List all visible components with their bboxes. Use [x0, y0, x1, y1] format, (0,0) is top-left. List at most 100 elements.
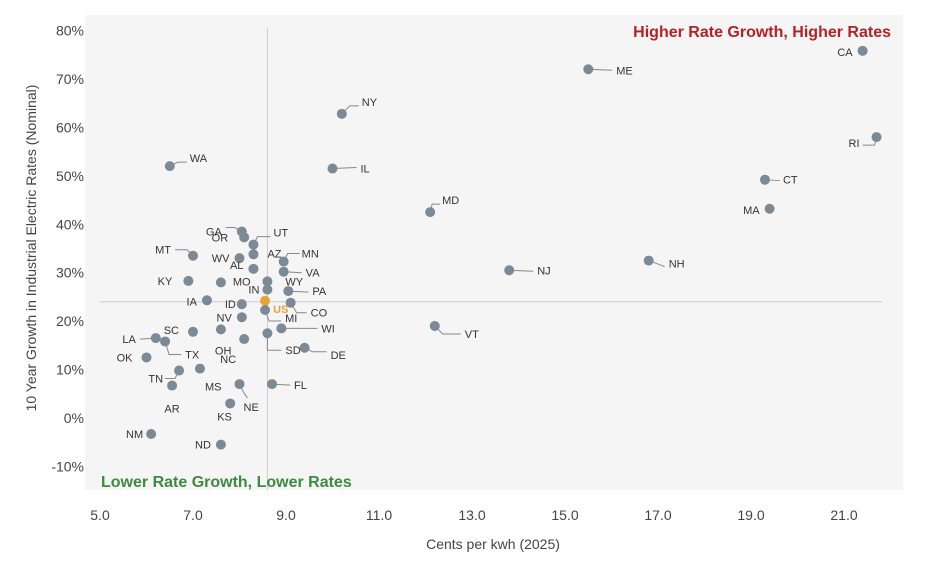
point-label-or: OR — [212, 232, 229, 244]
point-label-mi: MI — [285, 313, 297, 325]
point-label-la: LA — [122, 334, 136, 346]
point-label-mt: MT — [155, 245, 171, 257]
data-point-nj[interactable] — [504, 265, 515, 276]
y-tick-label: 40% — [56, 216, 84, 232]
data-point-sd[interactable] — [262, 328, 273, 339]
point-label-ma: MA — [743, 205, 760, 217]
point-label-in: IN — [248, 285, 259, 297]
data-point-ma[interactable] — [764, 203, 775, 214]
data-point-ut[interactable] — [248, 239, 259, 250]
point-label-nc: NC — [220, 354, 236, 366]
data-point-ks[interactable] — [225, 398, 236, 409]
point-label-nm: NM — [126, 429, 143, 441]
data-point-va[interactable] — [278, 266, 289, 277]
data-point-nv[interactable] — [236, 312, 247, 323]
point-label-ct: CT — [783, 175, 798, 187]
x-tick-label: 5.0 — [90, 507, 110, 523]
data-point-ar[interactable] — [167, 380, 178, 391]
point-label-fl: FL — [294, 380, 307, 392]
data-point-ia[interactable] — [201, 295, 212, 306]
data-point-nm[interactable] — [146, 428, 157, 439]
data-point-pa[interactable] — [283, 286, 294, 297]
data-point-tx[interactable] — [160, 336, 171, 347]
data-point-me[interactable] — [583, 64, 594, 75]
data-point-wv[interactable] — [234, 253, 245, 264]
point-label-ms: MS — [205, 382, 222, 394]
data-point-de[interactable] — [299, 342, 310, 353]
data-point-az[interactable] — [248, 249, 259, 260]
data-point-wa[interactable] — [164, 161, 175, 172]
data-point-ny[interactable] — [336, 108, 347, 119]
point-label-ut: UT — [273, 228, 288, 240]
data-point-il[interactable] — [327, 163, 338, 174]
data-point-fl[interactable] — [267, 379, 278, 390]
data-point-ca[interactable] — [857, 45, 868, 56]
leader-line-sd — [266, 333, 282, 351]
y-tick-label: 10% — [56, 362, 84, 378]
data-point-mo[interactable] — [215, 277, 226, 288]
data-point-mt[interactable] — [188, 250, 198, 261]
data-point-ky[interactable] — [183, 275, 194, 286]
point-label-va: VA — [306, 268, 321, 280]
point-label-ny: NY — [362, 97, 378, 109]
point-label-wa: WA — [190, 153, 208, 165]
data-point-nh[interactable] — [643, 255, 654, 266]
point-label-us: US — [273, 304, 288, 316]
data-point-oh[interactable] — [215, 324, 226, 335]
point-label-tn: TN — [148, 374, 163, 386]
data-point-ms[interactable] — [194, 363, 205, 374]
y-tick-label: 70% — [56, 71, 84, 87]
data-point-id[interactable] — [236, 299, 247, 310]
data-point-md[interactable] — [425, 207, 436, 218]
data-point-sc[interactable] — [188, 326, 198, 337]
data-point-mi[interactable] — [260, 304, 271, 315]
point-label-ga: GA — [206, 227, 223, 239]
point-label-az: AZ — [267, 248, 281, 260]
point-label-mn: MN — [302, 249, 319, 261]
data-point-mn[interactable] — [278, 256, 289, 267]
x-tick-label: 19.0 — [737, 507, 764, 523]
y-tick-label: 0% — [64, 410, 84, 426]
x-tick-label: 7.0 — [183, 507, 203, 523]
point-label-wy: WY — [285, 276, 303, 288]
data-point-tn[interactable] — [174, 365, 185, 376]
data-point-ct[interactable] — [759, 174, 770, 185]
data-point-wy[interactable] — [262, 276, 273, 287]
data-point-co[interactable] — [285, 297, 296, 308]
y-tick-label: 60% — [56, 119, 84, 135]
point-label-mo: MO — [233, 276, 251, 288]
point-label-nd: ND — [195, 440, 211, 452]
data-point-ne[interactable] — [234, 379, 245, 390]
point-label-me: ME — [616, 65, 633, 77]
data-point-vt[interactable] — [429, 320, 440, 331]
data-point-wi[interactable] — [276, 323, 287, 334]
point-label-wi: WI — [321, 323, 334, 335]
point-label-ca: CA — [837, 47, 853, 59]
point-label-il: IL — [361, 164, 370, 176]
x-tick-label: 9.0 — [276, 507, 296, 523]
quadrant-label-top-right: Higher Rate Growth, Higher Rates — [633, 24, 891, 41]
x-axis-title: Cents per kwh (2025) — [426, 536, 560, 552]
point-label-id: ID — [225, 299, 236, 311]
point-label-sd: SD — [285, 345, 300, 357]
data-point-us[interactable] — [260, 295, 271, 306]
point-label-nv: NV — [217, 312, 233, 324]
point-label-ri: RI — [849, 138, 860, 150]
data-point-ok[interactable] — [141, 352, 152, 363]
point-label-ne: NE — [244, 402, 259, 414]
quadrant-label-bottom-left: Lower Rate Growth, Lower Rates — [101, 474, 352, 491]
data-point-al[interactable] — [248, 263, 259, 274]
data-point-nc[interactable] — [239, 334, 250, 345]
data-point-ri[interactable] — [871, 132, 882, 143]
point-label-tx: TX — [185, 349, 200, 361]
point-label-sc: SC — [164, 325, 179, 337]
data-point-la[interactable] — [150, 333, 161, 344]
data-point-nd[interactable] — [215, 439, 226, 450]
point-label-ia: IA — [187, 296, 198, 308]
data-point-or[interactable] — [239, 232, 250, 243]
y-tick-label: 80% — [56, 23, 84, 39]
data-point-in[interactable] — [262, 284, 273, 295]
y-tick-label: 30% — [56, 265, 84, 281]
y-tick-label: -10% — [51, 458, 84, 474]
